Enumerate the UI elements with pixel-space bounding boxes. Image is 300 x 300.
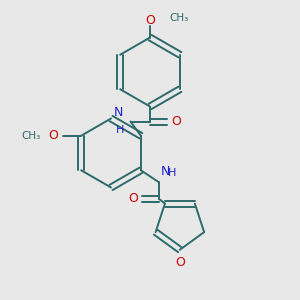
Text: O: O bbox=[171, 115, 181, 128]
Text: CH₃: CH₃ bbox=[169, 13, 189, 23]
Text: O: O bbox=[49, 129, 58, 142]
Text: O: O bbox=[128, 192, 138, 205]
Text: O: O bbox=[145, 14, 155, 28]
Text: H: H bbox=[168, 168, 176, 178]
Text: O: O bbox=[175, 256, 185, 269]
Text: H: H bbox=[116, 125, 124, 135]
Text: N: N bbox=[114, 106, 123, 118]
Text: CH₃: CH₃ bbox=[21, 131, 40, 141]
Text: N: N bbox=[160, 165, 170, 178]
